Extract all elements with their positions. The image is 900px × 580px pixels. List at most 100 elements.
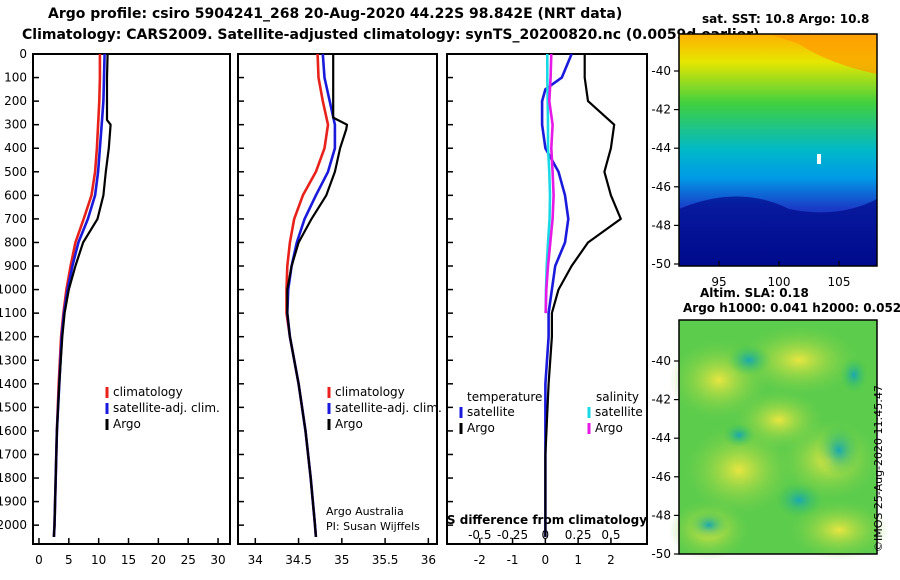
salinity-frame [237,53,438,545]
legend-title-salinity: salinity [596,390,639,404]
temperature-frame [32,53,231,545]
x-tick-label: 34.5 [285,553,312,567]
y-tick-label: 1900 [0,495,27,509]
y-tick-label: 300 [4,118,27,132]
x-tick-label: -2 [474,553,486,567]
y-tick-label: 1700 [0,447,27,461]
x-tick-label: 1 [574,553,582,567]
x-tick-label: 0 [35,553,43,567]
sla-map-title-line1: Altim. SLA: 0.18 [700,286,809,300]
legend-label: satellite-adj. clim. [113,401,220,415]
sst-map-title: sat. SST: 10.8 Argo: 10.8 [702,12,870,26]
sst-map: -40 -42 -44 -46 -48 -50 95 100 105 [651,33,878,289]
x-tick-label: 2 [607,553,615,567]
legend-label: Argo [113,417,141,431]
sst-y-tick-label: -50 [651,257,671,271]
sla-y-tick-label: -40 [651,354,671,368]
x-tick-label: 36 [421,553,436,567]
sst-warm-water [769,34,877,74]
legend-label: satellite-adj. clim. [335,401,442,415]
plot-title-line2: Climatology: CARS2009. Satellite-adjuste… [22,27,760,43]
sla-map-title-line2: Argo h1000: 0.041 h2000: 0.052 [683,301,900,315]
x-tick-label: 25 [181,553,196,567]
x-tick-label: 20 [151,553,166,567]
sla-high-blob [734,390,824,450]
legend-label: satellite [595,405,643,419]
series-temperature-satellite [540,53,573,537]
y-tick-label: 1600 [0,424,27,438]
sst-y-tick-label: -44 [651,141,671,155]
sla-y-tick-label: -42 [651,393,671,407]
x-tick-label: -1 [507,553,519,567]
legend-title-temperature: temperature [467,390,542,404]
sla-y-tick-label: -48 [651,508,671,522]
sla-low-blob [727,344,771,376]
sla-map: -40 -42 -44 -46 -48 -50 [651,319,889,561]
y-tick-label: 1500 [0,400,27,414]
legend-label: climatology [335,385,405,399]
top-x-tick-label: 0.25 [565,528,592,542]
credit-line1: Argo Australia [326,505,404,518]
legend-label: climatology [113,385,183,399]
x-tick-label: 0 [542,553,550,567]
y-tick-label: 0 [19,47,27,61]
y-tick-label: 2000 [0,518,27,532]
sst-y-tick-label: -40 [651,64,671,78]
sst-y-tick-label: -42 [651,103,671,117]
legend-label: Argo [467,421,495,435]
y-tick-label: 700 [4,212,27,226]
sla-low-blob [723,423,755,447]
timestamp-stamp: ©IMOS 25-Aug-2020 11:45:47 [872,385,885,552]
sla-low-blob [689,511,729,539]
series-salinity-argo [544,53,555,314]
sla-high-blob [789,500,889,560]
series-temperature-argo [544,54,622,537]
panel-salinity: 34 34.5 35 35.5 36 [237,53,438,567]
sst-x-tick-label: 95 [711,275,726,289]
legend-label: Argo [335,417,363,431]
y-tick-label: 1300 [0,353,27,367]
credit-line2: PI: Susan Wijffels [326,520,420,533]
x-tick-label: 15 [121,553,136,567]
y-tick-label: 1400 [0,377,27,391]
sst-map-frame [678,33,878,267]
sst-cold-water [679,196,877,266]
sla-low-blob [840,357,868,393]
y-tick-label: 800 [4,235,27,249]
sla-low-blob [775,482,823,518]
legend-label: Argo [595,421,623,435]
x-tick-label: 35.5 [372,553,399,567]
series-argo [286,54,349,537]
top-x-tick-label: -0.25 [497,528,528,542]
panel-temperature: 0100200300400500600700800900100011001200… [0,47,231,567]
sst-y-tick-label: -46 [651,180,671,194]
sla-low-blob [817,424,861,476]
top-x-tick-label: 0.5 [601,528,620,542]
sla-y-tick-label: -44 [651,431,671,445]
panel-difference: -2 -1 0 1 2-0.5 -0.25 0 0.25 0.5S difference fro… [446,53,648,567]
y-tick-label: 200 [4,94,27,108]
sla-map-frame [678,319,878,555]
sst-x-tick-label: 100 [768,275,791,289]
sst-x-tick-label: 105 [828,275,851,289]
sla-y-tick-label: -46 [651,470,671,484]
sla-y-tick-label: -50 [651,547,671,561]
y-tick-label: 1000 [0,283,27,297]
y-tick-label: 1200 [0,330,27,344]
legend-label: satellite [467,405,515,419]
y-tick-label: 100 [4,71,27,85]
y-tick-label: 400 [4,141,27,155]
x-tick-label: 30 [210,553,225,567]
x-tick-label: 35 [334,553,349,567]
plot-title-line1: Argo profile: csiro 5904241_268 20-Aug-2… [48,6,623,22]
y-tick-label: 500 [4,165,27,179]
y-tick-label: 600 [4,188,27,202]
difference-axis-title: S difference from climatology [447,513,647,527]
sst-y-tick-label: -48 [651,218,671,232]
series-argo [52,53,112,537]
x-tick-label: 5 [65,553,73,567]
argo-position-marker [817,154,821,164]
y-tick-label: 1100 [0,306,27,320]
top-x-tick-label: -0.5 [468,528,491,542]
